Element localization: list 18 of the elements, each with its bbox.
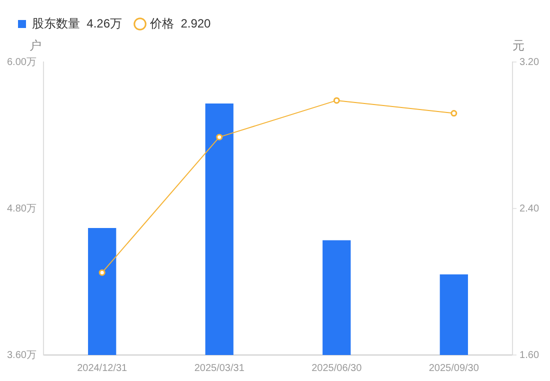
y2-tick-label: 1.60 bbox=[520, 350, 540, 361]
legend-label: 股东数量 4.26万 bbox=[32, 16, 122, 30]
y2-axis-title: 元 bbox=[512, 38, 525, 52]
point bbox=[216, 134, 223, 140]
x-tick-label: 2025/09/30 bbox=[428, 362, 480, 374]
y-tick-label: 6.00万 bbox=[6, 56, 36, 68]
point bbox=[98, 269, 106, 276]
x-tick-label: 2025/03/31 bbox=[194, 362, 245, 374]
y-tick-label: 4.80万 bbox=[6, 203, 36, 214]
x-tick-label: 2025/06/30 bbox=[312, 362, 362, 374]
point bbox=[333, 97, 340, 104]
y2-tick-label: 3.20 bbox=[520, 56, 540, 68]
y-axis-title: 户 bbox=[29, 38, 42, 52]
legend-label: 价格 2.920 bbox=[149, 16, 212, 30]
y2-tick-label: 2.40 bbox=[520, 203, 540, 214]
point bbox=[450, 110, 458, 117]
y-tick-label: 3.60万 bbox=[6, 350, 36, 361]
x-tick-label: 2024/12/31 bbox=[77, 362, 128, 374]
